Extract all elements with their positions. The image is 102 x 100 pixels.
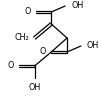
Text: OH: OH [28, 83, 41, 92]
Text: O: O [7, 62, 14, 70]
Text: OH: OH [87, 42, 99, 50]
Text: CH₂: CH₂ [15, 34, 30, 42]
Text: O: O [40, 48, 46, 56]
Text: OH: OH [71, 2, 83, 10]
Text: O: O [24, 8, 31, 16]
